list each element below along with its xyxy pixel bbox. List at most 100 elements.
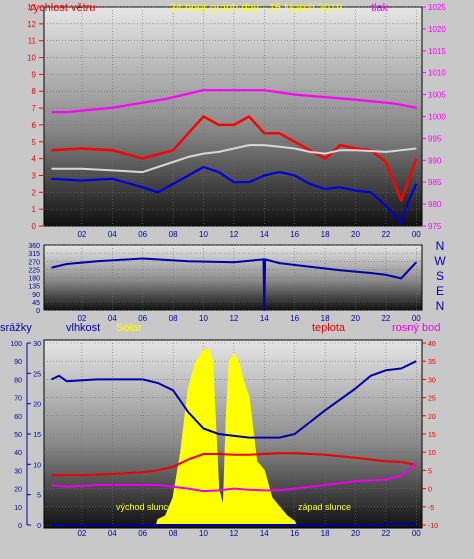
time-tick-label: 20 bbox=[351, 529, 360, 538]
direction-tick-label: 45 bbox=[32, 300, 40, 307]
time-tick-label: 16 bbox=[290, 529, 299, 538]
solar-area bbox=[155, 347, 297, 526]
wind-plot-background bbox=[43, 6, 423, 227]
wind-speed-tick-label: 1 bbox=[32, 205, 37, 214]
time-tick-label: 02 bbox=[77, 314, 86, 323]
wind-speed-tick-label: 13 bbox=[27, 3, 36, 12]
wind-gridlines bbox=[44, 6, 422, 227]
time-tick-label: 08 bbox=[169, 529, 178, 538]
time-tick-label: 02 bbox=[77, 529, 86, 538]
direction-tick-label: 180 bbox=[28, 276, 40, 283]
rain-tick-label: 10 bbox=[14, 505, 22, 512]
direction-tick-label: 0 bbox=[36, 308, 40, 315]
pressure-axis: 975 980 985 990 995 1000 1005 1010 1015 1020 1025 bbox=[422, 3, 446, 231]
humidity-axis: 0 5 10 15 20 25 30 bbox=[26, 341, 41, 530]
wind-speed-tick-label: 11 bbox=[28, 37, 37, 46]
time-tick-label: 06 bbox=[138, 314, 147, 323]
pressure-tick-label: 990 bbox=[428, 156, 442, 165]
wind-speed-tick-label: 9 bbox=[32, 70, 37, 79]
time-tick-label: 14 bbox=[260, 314, 269, 323]
temperature-tick-label: 15 bbox=[428, 432, 436, 439]
humidity-tick-label: 20 bbox=[33, 402, 41, 409]
direction-tick-label: 135 bbox=[28, 284, 40, 291]
pressure-axis-title: tlak bbox=[371, 2, 389, 14]
time-tick-label: 08 bbox=[169, 230, 178, 239]
time-tick-label: 18 bbox=[321, 314, 330, 323]
sunset-annotation: západ slunce bbox=[298, 502, 351, 512]
direction-tick-label: 270 bbox=[28, 259, 40, 266]
time-tick-label: 22 bbox=[381, 314, 390, 323]
direction-tick-label: 315 bbox=[28, 251, 40, 258]
temperature-tick-label: 5 bbox=[428, 468, 432, 475]
compass-label: N bbox=[436, 299, 445, 313]
time-tick-label: 12 bbox=[229, 230, 238, 239]
time-tick-label: 12 bbox=[229, 529, 238, 538]
rain-line bbox=[51, 522, 417, 526]
rain-tick-label: 0 bbox=[18, 523, 22, 530]
wind-speed-line bbox=[51, 165, 418, 224]
time-tick-label: 20 bbox=[351, 230, 360, 239]
compass-label: S bbox=[436, 269, 444, 283]
pressure-tick-label: 980 bbox=[428, 200, 442, 209]
time-tick-label: 20 bbox=[351, 314, 360, 323]
wind-speed-tick-label: 3 bbox=[32, 171, 37, 180]
rain-tick-label: 30 bbox=[14, 468, 22, 475]
wind-speed-tick-label: 0 bbox=[32, 222, 37, 231]
pressure-tick-label: 1025 bbox=[428, 3, 446, 12]
time-tick-label: 02 bbox=[77, 230, 86, 239]
temperature-tick-label: 25 bbox=[428, 396, 436, 403]
wind-speed-axis-title: rychlost větru bbox=[30, 2, 95, 14]
temperature-line bbox=[51, 452, 417, 477]
gust-line bbox=[51, 115, 418, 202]
time-tick-label: 00 bbox=[412, 230, 421, 239]
time-tick-label: 08 bbox=[169, 314, 178, 323]
direction-tick-label: 225 bbox=[28, 267, 40, 274]
humidity-tick-label: 0 bbox=[37, 523, 41, 530]
direction-time-axis: 02 04 06 08 10 12 14 16 18 20 22 00 bbox=[77, 314, 421, 323]
compass-label: N bbox=[436, 239, 445, 253]
temperature-tick-label: -10 bbox=[428, 523, 438, 530]
rain-tick-label: 60 bbox=[14, 414, 22, 421]
wind-speed-tick-label: 8 bbox=[32, 87, 37, 96]
time-tick-label: 04 bbox=[108, 230, 117, 239]
wind-direction-line bbox=[51, 257, 418, 311]
pressure-tick-label: 1010 bbox=[428, 69, 446, 78]
time-tick-label: 10 bbox=[199, 230, 208, 239]
time-tick-label: 04 bbox=[108, 529, 117, 538]
rain-tick-label: 40 bbox=[14, 450, 22, 457]
wind-series bbox=[51, 89, 418, 224]
climate-time-axis: 02 04 06 08 10 12 14 16 18 20 22 00 bbox=[77, 529, 421, 538]
rain-tick-label: 80 bbox=[14, 377, 22, 384]
rain-axis: 0 10 20 30 40 50 60 70 80 90 100 bbox=[10, 341, 22, 530]
time-tick-label: 06 bbox=[138, 230, 147, 239]
direction-tick-label: 90 bbox=[32, 292, 40, 299]
time-tick-label: 16 bbox=[290, 314, 299, 323]
humidity-tick-label: 30 bbox=[33, 341, 41, 348]
compass-label: E bbox=[436, 284, 444, 298]
time-tick-label: 04 bbox=[108, 314, 117, 323]
pressure-tick-label: 1005 bbox=[428, 91, 446, 100]
temperature-tick-label: -5 bbox=[428, 505, 434, 512]
humidity-tick-label: 5 bbox=[37, 493, 41, 500]
temperature-tick-label: 20 bbox=[428, 414, 436, 421]
temperature-tick-label: 40 bbox=[428, 341, 436, 348]
temperature-tick-label: 0 bbox=[428, 487, 432, 494]
sunrise-annotation: východ slunce bbox=[116, 502, 173, 512]
time-tick-label: 14 bbox=[260, 230, 269, 239]
humidity-axis-title: vlhkost bbox=[66, 322, 100, 334]
pressure-tick-label: 995 bbox=[428, 134, 442, 143]
wind-speed-tick-label: 12 bbox=[27, 20, 36, 29]
temperature-tick-label: 30 bbox=[428, 377, 436, 384]
time-tick-label: 10 bbox=[199, 314, 208, 323]
time-tick-label: 00 bbox=[412, 314, 421, 323]
pressure-tick-label: 985 bbox=[428, 178, 442, 187]
time-tick-label: 06 bbox=[138, 529, 147, 538]
average-wind-line bbox=[51, 144, 417, 174]
time-tick-label: 16 bbox=[290, 230, 299, 239]
time-tick-label: 12 bbox=[229, 314, 238, 323]
solar-axis-title: Solar bbox=[116, 322, 142, 334]
direction-gridlines bbox=[44, 244, 422, 311]
